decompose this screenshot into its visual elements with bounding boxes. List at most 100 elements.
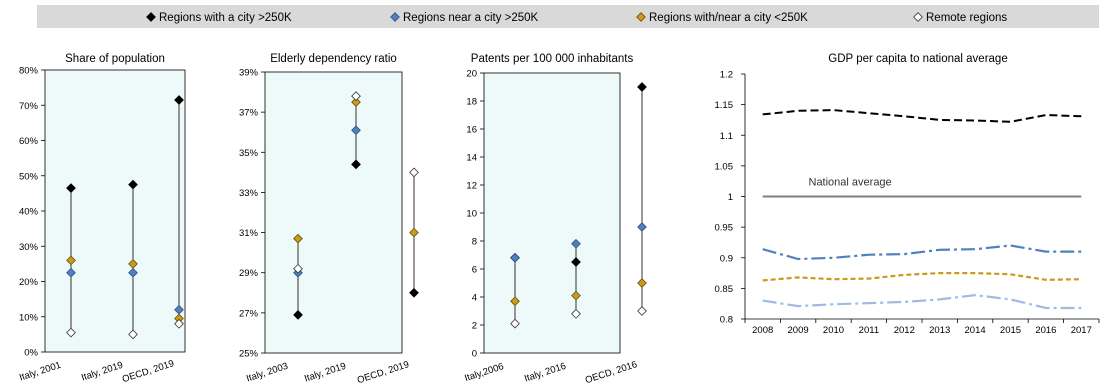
x-tick-label: 2010 (823, 325, 844, 336)
x-tick-label: Italy, 2001 (18, 360, 62, 384)
data-point (66, 183, 76, 193)
chart-title: GDP per capita to national average (828, 53, 1007, 65)
data-point (637, 306, 647, 316)
y-tick-label: 6 (472, 265, 477, 276)
x-tick-label: Italy, 2003 (245, 361, 289, 385)
y-tick-label: 80% (19, 66, 39, 77)
data-point (128, 179, 138, 190)
y-tick-label: 1.1 (720, 131, 733, 142)
legend-marker-1 (146, 12, 156, 22)
y-tick-label: 1.05 (715, 161, 734, 172)
y-tick-label: 1 (728, 192, 733, 203)
y-tick-label: 10 (466, 209, 477, 220)
y-tick-label: 0.9 (720, 253, 733, 264)
data-point (351, 125, 361, 136)
data-point (351, 91, 361, 101)
y-tick-label: 0 (472, 349, 477, 360)
data-point (66, 255, 76, 266)
legend-marker-4 (913, 12, 923, 22)
y-tick-label: 70% (19, 101, 39, 112)
data-point (128, 259, 138, 269)
data-point (293, 309, 303, 320)
x-tick-label: 2008 (752, 325, 773, 336)
data-point (571, 290, 581, 301)
series-line-2 (762, 244, 1082, 261)
x-tick-label: Italy, 2019 (80, 360, 124, 384)
y-tick-label: 30% (19, 242, 39, 253)
y-tick-label: 20% (19, 277, 39, 288)
x-tick-label: 2009 (788, 325, 809, 336)
x-tick-label: Italy, 2016 (523, 361, 567, 385)
data-point (351, 97, 361, 107)
chart-title: Elderly dependency ratio (270, 53, 397, 65)
x-tick-label: 2017 (1071, 325, 1092, 336)
legend-background (37, 5, 1099, 28)
data-point (409, 287, 419, 298)
x-tick-label: 2012 (894, 325, 915, 336)
chart-panel-3: Patents per 100 000 inhabitants 0 2 4 6 8 10 12… (463, 53, 647, 386)
x-tick-label: OECD, 2019 (356, 359, 411, 385)
y-tick-label: 16 (466, 125, 477, 136)
y-tick-label: 35% (239, 148, 259, 159)
y-tick-label: 1.15 (715, 100, 734, 111)
y-tick-label: 33% (239, 188, 259, 199)
data-point (409, 227, 419, 238)
y-tick-label: 10% (19, 312, 39, 323)
y-tick-label: 25% (239, 349, 259, 360)
legend-label-3: Regions with/near a city <250K (649, 12, 808, 24)
legend: Regions with a city >250K Regions near a … (146, 12, 1007, 24)
data-point (409, 167, 419, 178)
data-point (637, 82, 647, 92)
x-tick-label: 2011 (859, 325, 879, 336)
y-tick-label: 4 (472, 293, 477, 304)
y-tick-label: 37% (239, 108, 259, 119)
y-tick-label: 60% (19, 136, 39, 147)
data-point (174, 95, 184, 105)
series-line-1 (762, 109, 1082, 123)
x-tick-label: 2016 (1035, 325, 1056, 336)
series-line-4 (762, 293, 1082, 310)
data-point (66, 267, 76, 278)
y-tick-label: 20 (466, 69, 477, 80)
plot-area (483, 72, 621, 354)
y-tick-label: 14 (466, 153, 477, 164)
x-tick-label: OECD, 2016 (584, 359, 639, 385)
data-point (128, 329, 138, 340)
y-tick-label: 27% (239, 308, 259, 319)
y-tick-label: 0.95 (715, 223, 734, 234)
data-point (293, 233, 303, 244)
data-point (510, 252, 520, 263)
data-point (571, 238, 581, 249)
chart-panel-1: Share of population 0% 10% 20% 30% 40% 50% 60% 7… (18, 53, 186, 385)
data-point (637, 222, 647, 232)
chart-title: Share of population (65, 53, 165, 65)
plot-area (264, 71, 403, 354)
data-point (571, 257, 581, 267)
x-tick-label: OECD, 2019 (121, 358, 176, 385)
data-point (66, 327, 76, 338)
annotation-national-average: National average (809, 177, 892, 189)
y-tick-label: 1.2 (720, 70, 733, 81)
data-point (637, 278, 647, 288)
data-point (128, 267, 138, 278)
y-tick-label: 50% (19, 171, 39, 182)
data-point (174, 318, 184, 329)
legend-marker-3 (636, 12, 646, 22)
chart-panel-2: Elderly dependency ratio 25% 27% 29% 31% 33% 3… (239, 53, 419, 386)
x-tick-label: 2015 (1000, 325, 1021, 336)
legend-label-4: Remote regions (926, 12, 1007, 24)
y-tick-label: 40% (19, 207, 39, 218)
y-tick-label: 2 (472, 321, 477, 332)
y-tick-label: 39% (239, 68, 259, 79)
data-point (571, 308, 581, 319)
y-tick-label: 0% (24, 348, 38, 359)
legend-label-2: Regions near a city >250K (403, 12, 539, 24)
y-tick-label: 31% (239, 228, 259, 239)
y-tick-label: 0.85 (715, 284, 734, 295)
plot-area (44, 69, 186, 353)
y-tick-label: 18 (466, 97, 477, 108)
y-tick-label: 29% (239, 268, 259, 279)
x-tick-label: 2013 (929, 325, 950, 336)
